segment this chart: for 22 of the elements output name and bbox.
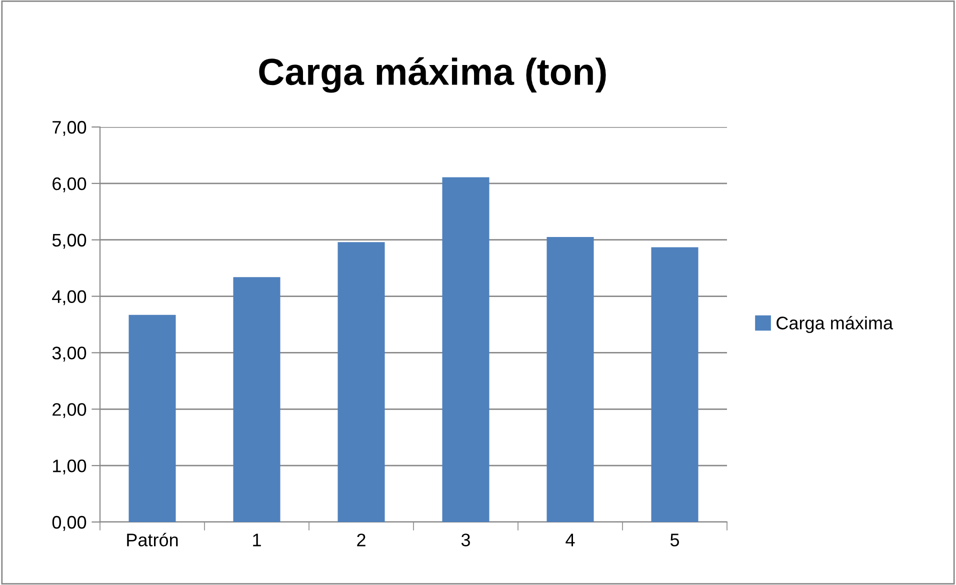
y-tick-label: 0,00 bbox=[52, 516, 86, 531]
y-tick-label: 1,00 bbox=[53, 460, 86, 474]
x-tick-label: 2 bbox=[357, 534, 366, 546]
bar bbox=[442, 177, 490, 522]
x-tick-label: 1 bbox=[253, 534, 261, 546]
bar bbox=[338, 242, 385, 522]
y-tick-label: 3,00 bbox=[52, 346, 86, 362]
bar bbox=[651, 247, 698, 522]
y-tick-label: 5,00 bbox=[52, 234, 86, 249]
y-tick-label: 4,00 bbox=[52, 290, 86, 306]
legend-label: Carga máxima bbox=[776, 316, 894, 334]
x-tick-label: Patrón bbox=[127, 532, 178, 546]
bar bbox=[546, 237, 594, 522]
chart-title: Carga máxima (ton) bbox=[259, 57, 606, 93]
y-tick-label: 2,00 bbox=[52, 403, 86, 418]
bar bbox=[128, 314, 176, 522]
x-tick-label: 3 bbox=[461, 534, 470, 546]
y-tick-label: 7,00 bbox=[52, 120, 86, 136]
y-tick-label: 6,00 bbox=[52, 177, 86, 192]
bar bbox=[233, 277, 280, 522]
x-tick-label: 5 bbox=[670, 534, 680, 546]
x-tick-label: 4 bbox=[566, 534, 575, 546]
